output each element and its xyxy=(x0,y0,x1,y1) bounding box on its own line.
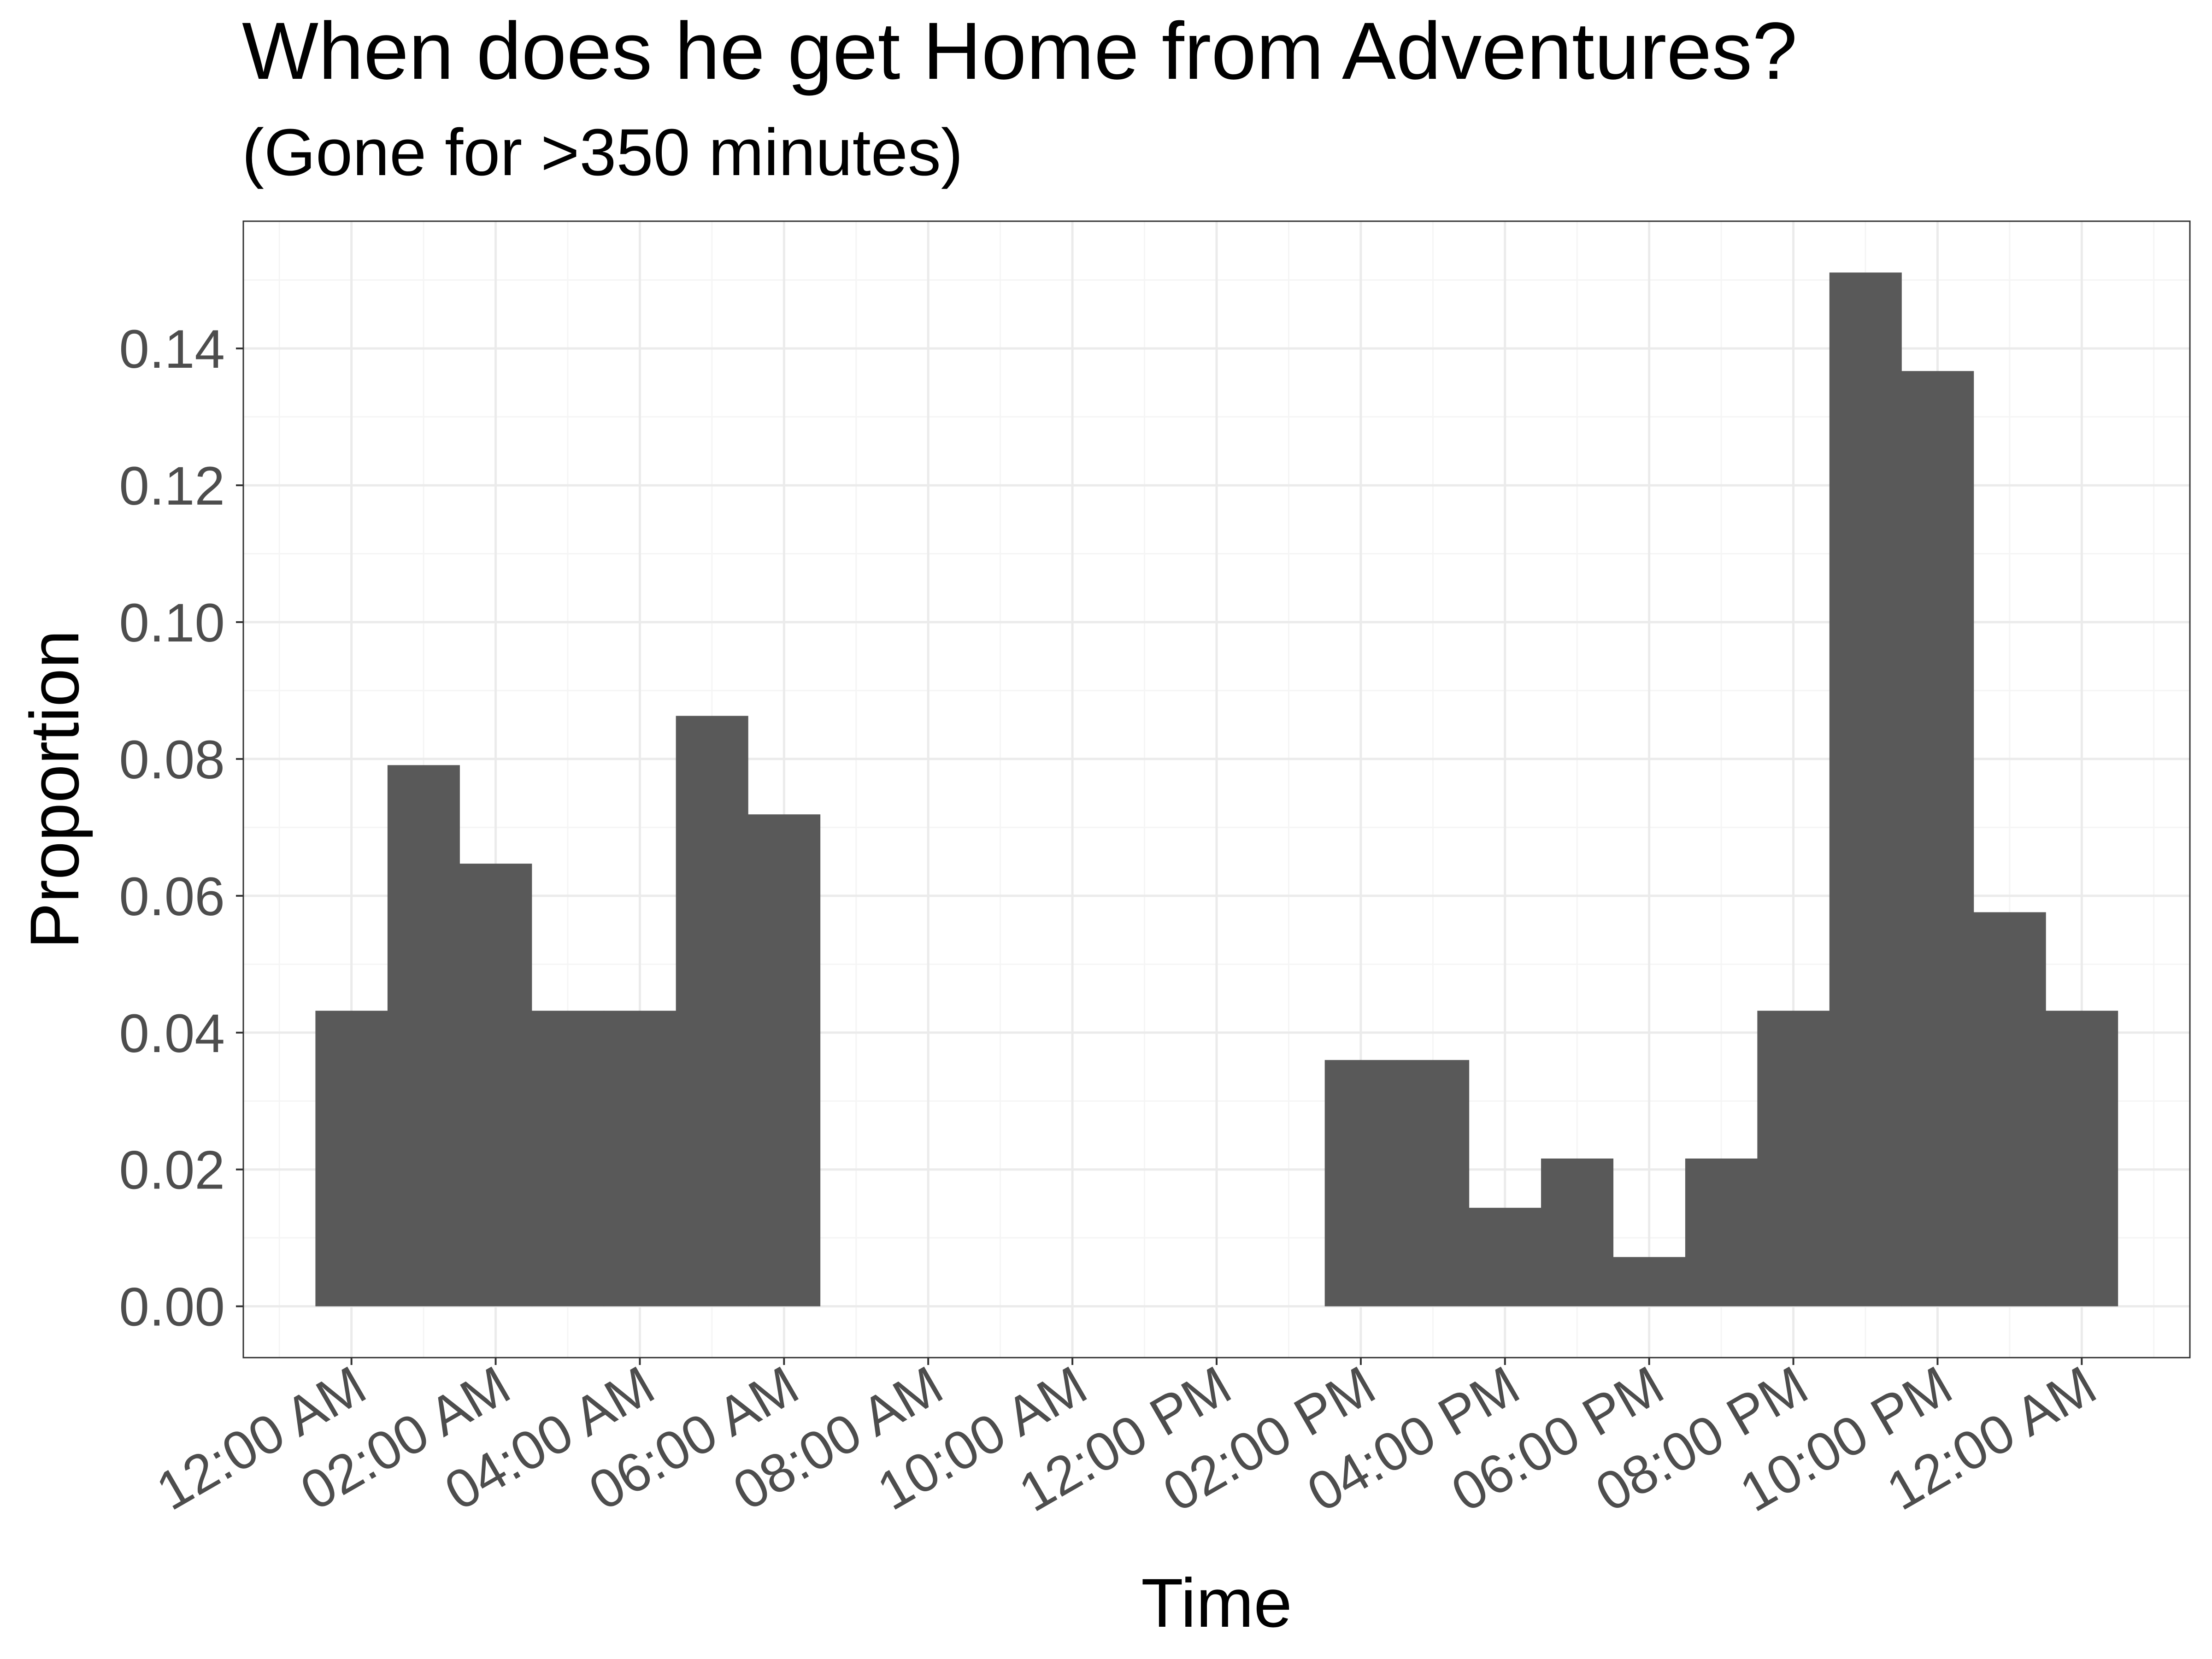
histogram-bar xyxy=(2046,1011,2118,1306)
y-axis-title: Proportion xyxy=(16,630,93,949)
y-tick-label: 0.12 xyxy=(119,456,225,517)
y-tick-label: 0.10 xyxy=(119,593,225,653)
y-tick-label: 0.04 xyxy=(119,1003,225,1064)
histogram-bar xyxy=(604,1011,677,1306)
histogram-bar xyxy=(1324,1060,1397,1306)
chart-title: When does he get Home from Adventures? xyxy=(242,6,1798,96)
y-tick-label: 0.06 xyxy=(119,866,225,927)
histogram-bars xyxy=(315,272,2118,1306)
histogram-bar xyxy=(387,765,460,1306)
y-tick-label: 0.14 xyxy=(119,319,225,380)
y-tick-label: 0.08 xyxy=(119,729,225,790)
histogram-bar xyxy=(315,1011,388,1306)
x-axis-title: Time xyxy=(1141,1564,1292,1641)
histogram-bar xyxy=(1469,1207,1541,1306)
histogram-bar xyxy=(1757,1011,1830,1306)
histogram-bar xyxy=(459,864,532,1306)
histogram-bar xyxy=(748,814,821,1306)
histogram-bar xyxy=(1397,1060,1470,1306)
y-axis: 0.00 0.02 0.04 0.06 0.08 0.10 0.12 0.14 xyxy=(119,319,243,1338)
histogram-bar xyxy=(531,1011,604,1306)
histogram-bar xyxy=(1541,1158,1614,1306)
y-tick-label: 0.02 xyxy=(119,1140,225,1201)
histogram-bar xyxy=(1901,371,1974,1306)
histogram-bar xyxy=(1613,1257,1686,1306)
histogram-bar xyxy=(676,716,748,1306)
histogram-bar xyxy=(1973,912,2046,1306)
y-tick-label: 0.00 xyxy=(119,1277,225,1338)
chart-subtitle: (Gone for >350 minutes) xyxy=(242,115,963,189)
histogram-bar xyxy=(1829,272,1902,1306)
histogram-bar xyxy=(1685,1158,1758,1306)
